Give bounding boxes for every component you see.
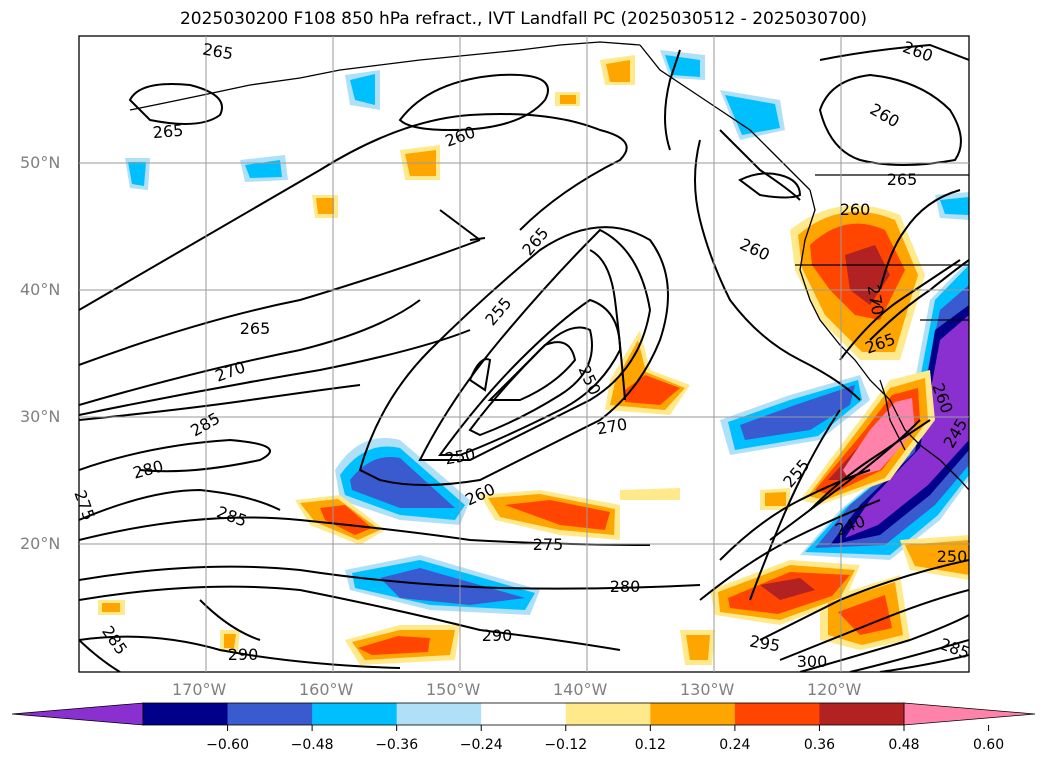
contour-label: 280 [610, 577, 641, 596]
contour-label: 260 [900, 37, 935, 65]
colorbar-swatch [565, 703, 651, 725]
graticule [79, 36, 969, 672]
colorbar-swatch [819, 703, 905, 725]
contour-label: 265 [887, 170, 918, 189]
coastline-layer [129, 41, 969, 491]
colorbar-extend-left [11, 702, 144, 726]
longitude-label: 130°W [680, 680, 735, 699]
contour-label: 250 [937, 547, 968, 566]
colorbar-swatch [650, 703, 736, 725]
contour-label: 260 [840, 200, 871, 219]
contour-label: 265 [240, 319, 271, 338]
colorbar-swatch [396, 703, 482, 725]
latitude-label: 40°N [20, 280, 61, 299]
contour-label: 265 [518, 224, 552, 260]
colorbar-extend-right [903, 702, 1036, 726]
colorbar [11, 702, 1036, 731]
latitude-label: 30°N [20, 407, 61, 426]
colorbar-tick-label: 0.12 [634, 737, 666, 753]
map-title: 2025030200 F108 850 hPa refract., IVT La… [179, 9, 867, 29]
contour-label: 285 [214, 502, 249, 530]
colorbar-tick-label: 0.48 [888, 737, 920, 753]
contour-label: 280 [131, 456, 165, 482]
map-frame [78, 35, 970, 673]
colorbar-swatch [734, 703, 820, 725]
contour-layer [79, 43, 969, 672]
longitude-label: 160°W [299, 680, 354, 699]
colorbar-swatch [312, 703, 398, 725]
contour-label: 255 [481, 294, 515, 330]
latitude-label: 50°N [20, 153, 61, 172]
contour-label: 275 [70, 488, 98, 523]
colorbar-swatch [143, 703, 229, 725]
contour-label: 250 [443, 444, 476, 468]
colorbar-swatch [481, 703, 567, 725]
colorbar-tick-label: −0.24 [459, 737, 503, 753]
shaded-anomaly-layer [98, 50, 969, 665]
colorbar-tick-label: −0.36 [375, 737, 419, 753]
contour-label: 255 [779, 456, 813, 492]
colorbar-tick-label: −0.12 [544, 737, 588, 753]
contour-label: 290 [228, 645, 259, 664]
longitude-label: 140°W [553, 680, 608, 699]
contour-label: 260 [443, 122, 478, 150]
longitude-label: 170°W [172, 680, 227, 699]
latitude-label: 20°N [20, 534, 61, 553]
colorbar-tick-label: 0.24 [719, 737, 751, 753]
contour-label: 295 [748, 631, 781, 655]
colorbar-tick-label: −0.60 [206, 737, 249, 753]
colorbar-tick-label: 0.60 [972, 737, 1005, 753]
contour-label: 290 [482, 626, 513, 645]
colorbar-swatch [227, 703, 313, 725]
contour-label: 270 [213, 357, 248, 385]
contour-label: 300 [797, 652, 828, 671]
contour-label: 285 [937, 634, 972, 662]
contour-label: 275 [533, 535, 564, 554]
longitude-label: 120°W [807, 680, 862, 699]
contour-label: 265 [152, 121, 184, 143]
colorbar-tick-label: −0.48 [290, 737, 334, 753]
contour-label: 270 [595, 414, 628, 438]
colorbar-tick-label: 0.36 [803, 737, 836, 753]
longitude-label: 150°W [426, 680, 481, 699]
